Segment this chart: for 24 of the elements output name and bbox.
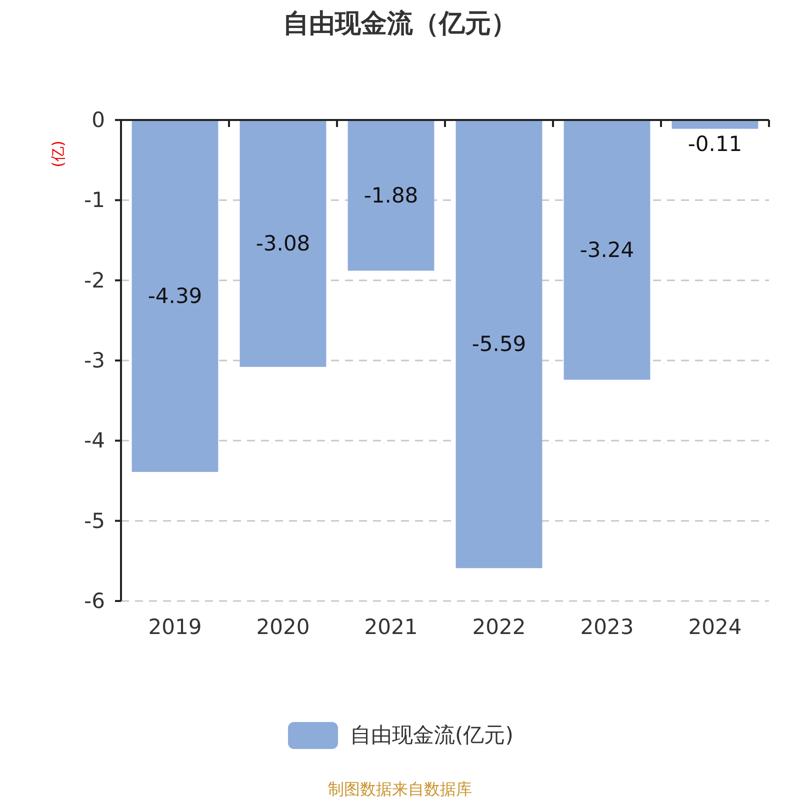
data-label: -0.11 — [688, 132, 742, 156]
x-tick-label: 2024 — [688, 615, 742, 639]
y-tick-label: -3 — [84, 348, 105, 372]
data-label: -5.59 — [472, 332, 526, 356]
x-tick-label: 2023 — [580, 615, 634, 639]
legend: 自由现金流(亿元) — [288, 722, 514, 749]
x-tick-label: 2020 — [256, 615, 310, 639]
y-tick-label: -5 — [84, 508, 105, 533]
data-label: -4.39 — [148, 284, 202, 308]
y-tick-label: -2 — [84, 268, 105, 292]
legend-label: 自由现金流(亿元) — [350, 723, 514, 747]
x-tick-label: 2019 — [148, 615, 202, 639]
y-tick-label: -4 — [84, 428, 105, 453]
data-label: -3.24 — [580, 238, 634, 262]
data-label: -3.08 — [256, 231, 310, 256]
x-tick-label: 2021 — [364, 615, 418, 639]
data-label: -1.88 — [364, 183, 418, 208]
chart-title: 自由现金流（亿元） — [283, 9, 517, 39]
y-tick-label: 0 — [92, 108, 105, 132]
y-tick-label: -6 — [84, 589, 105, 613]
x-tick-label: 2022 — [472, 615, 526, 639]
text: 制图数据来自数据库 — [328, 780, 472, 798]
y-tick-label: -1 — [84, 188, 105, 212]
y-axis-title: (亿) — [49, 140, 67, 168]
